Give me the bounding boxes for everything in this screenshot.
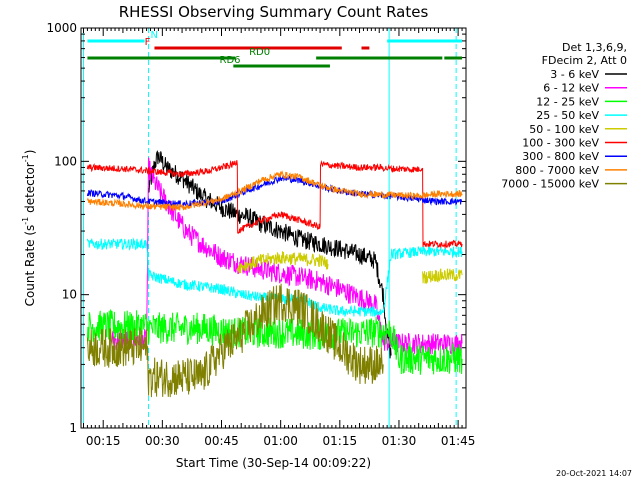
series-line	[236, 251, 329, 274]
flag-label: RD0	[249, 47, 270, 58]
y-axis-label: Count Rate (s-1 detector-1)	[21, 150, 37, 307]
legend-label: 25 - 50 keV	[536, 109, 599, 122]
y-tick-label: 1	[69, 421, 77, 435]
legend-label: 12 - 25 keV	[536, 95, 599, 108]
x-axis-label: Start Time (30-Sep-14 00:09:22)	[176, 456, 371, 470]
x-tick-label: 01:00	[263, 434, 298, 448]
series-line	[111, 157, 463, 355]
y-label-mid: detector	[23, 162, 37, 217]
x-tick-label: 01:30	[382, 434, 417, 448]
x-tick-label: 00:30	[145, 434, 180, 448]
legend-label: 3 - 6 keV	[550, 68, 599, 81]
y-tick-label: 100	[54, 154, 77, 168]
legend-label: 300 - 800 keV	[522, 150, 599, 163]
series-line	[86, 173, 463, 208]
legend-label: 100 - 300 keV	[522, 137, 599, 150]
y-tick-label: 1000	[46, 21, 77, 35]
series-line	[86, 170, 463, 212]
flag-label: N	[151, 30, 158, 41]
series-line	[86, 159, 463, 250]
y-label-sup2: -1	[21, 154, 30, 162]
legend-header-detectors: Det 1,3,6,9,	[562, 41, 627, 54]
legend-label: 6 - 12 keV	[543, 82, 599, 95]
flag-label: F	[145, 37, 151, 48]
flag-label: RD6	[220, 55, 241, 66]
legend-header-decimation: FDecim 2, Att 0	[542, 54, 627, 67]
legend-label: 50 - 100 keV	[529, 123, 599, 136]
series-line	[422, 268, 463, 285]
legend: Det 1,3,6,9, FDecim 2, Att 0 3 - 6 keV6 …	[501, 41, 627, 191]
x-tick-label: 01:45	[441, 434, 476, 448]
plot-frame	[80, 27, 467, 429]
y-label-sup1: -1	[21, 217, 30, 225]
timestamp: 20-Oct-2021 14:07	[556, 469, 632, 478]
y-label-main: Count Rate (s	[23, 225, 37, 307]
series-line	[148, 150, 392, 359]
plot-area: NF RD0 RD6 1 10 100 1000 00:15 00:30 00:45 01:00 01…	[46, 21, 475, 448]
series-line	[86, 283, 384, 398]
legend-label: 800 - 7000 keV	[515, 164, 599, 177]
x-tick-label: 00:15	[86, 434, 121, 448]
y-label-end: )	[23, 150, 37, 155]
x-tick-label: 00:45	[204, 434, 239, 448]
y-tick-label: 10	[62, 288, 77, 302]
x-tick-label: 01:15	[323, 434, 358, 448]
series-line	[86, 308, 463, 375]
chart-title: RHESSI Observing Summary Count Rates	[119, 3, 429, 21]
legend-label: 7000 - 15000 keV	[501, 178, 599, 191]
